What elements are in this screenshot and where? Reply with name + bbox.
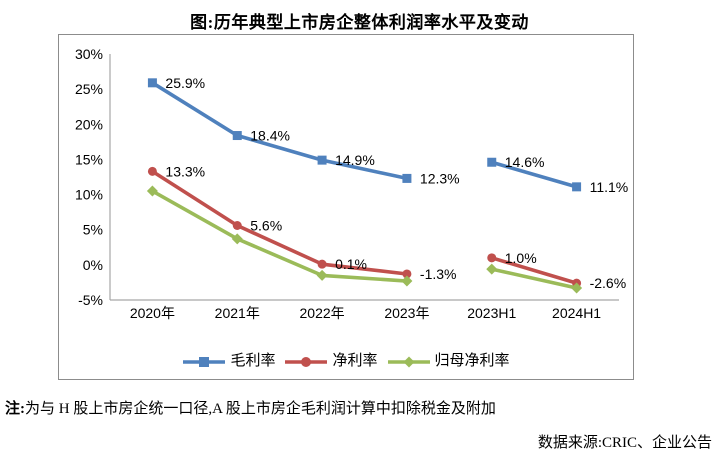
line-chart: 30% 25% 20% 15% 10% 5% 0% -5% 2020年 2021年 2022年 202… bbox=[75, 46, 629, 321]
y-tick-label: 0% bbox=[83, 257, 103, 273]
series-line-1 bbox=[150, 169, 409, 276]
data-point-marker bbox=[486, 263, 498, 275]
data-point-label: -2.6% bbox=[590, 275, 627, 291]
data-source: 数据来源:CRIC、企业公告 bbox=[537, 435, 712, 451]
data-point-marker bbox=[317, 155, 327, 165]
footnote-prefix: 注: bbox=[5, 401, 25, 417]
data-point-label: 25.9% bbox=[165, 75, 205, 91]
data-point-label: 11.1% bbox=[590, 179, 629, 195]
series-line-0 bbox=[150, 81, 409, 181]
y-tick-label: 5% bbox=[83, 222, 103, 238]
data-point-label: 14.6% bbox=[505, 154, 545, 170]
data-point-label: 13.3% bbox=[165, 163, 205, 179]
x-tick-label: 2023H1 bbox=[467, 305, 516, 321]
gross-margin-legend-marker-icon bbox=[183, 356, 226, 367]
y-tick-label: 25% bbox=[75, 81, 103, 97]
chart-legend: 毛利率 净利率 归母净利率 bbox=[59, 354, 633, 369]
data-point-label: -1.3% bbox=[420, 266, 457, 282]
x-tick-label: 2021年 bbox=[215, 305, 260, 321]
x-tick-label: 2023年 bbox=[384, 305, 429, 321]
data-point-marker bbox=[572, 182, 582, 192]
chart-plot-area: 30% 25% 20% 15% 10% 5% 0% -5% 2020年 2021年 2022年 202… bbox=[58, 34, 634, 380]
y-tick-label: -5% bbox=[78, 292, 103, 308]
data-point-marker bbox=[402, 269, 412, 279]
data-point-marker bbox=[487, 157, 497, 167]
data-point-label: 18.4% bbox=[250, 128, 290, 144]
series-line-2 bbox=[489, 267, 579, 290]
y-tick-label: 10% bbox=[75, 187, 103, 203]
data-point-label: 12.3% bbox=[420, 170, 460, 186]
data-point-marker bbox=[147, 78, 157, 88]
data-point-marker bbox=[231, 233, 243, 245]
data-point-marker bbox=[317, 259, 327, 269]
net-margin-legend-marker-icon bbox=[285, 356, 328, 367]
data-point-marker bbox=[571, 282, 583, 294]
y-tick-label: 20% bbox=[75, 116, 103, 132]
data-point-marker bbox=[232, 220, 242, 230]
data-point-label: 1.0% bbox=[505, 250, 537, 266]
data-point-marker bbox=[487, 253, 497, 263]
legend-item-gross-margin: 毛利率 bbox=[182, 354, 275, 369]
x-tick-label: 2020年 bbox=[130, 305, 175, 321]
data-point-marker bbox=[147, 166, 157, 176]
x-tick-label: 2024H1 bbox=[552, 305, 601, 321]
legend-label: 净利率 bbox=[332, 353, 378, 369]
data-point-marker bbox=[146, 185, 158, 197]
chart-title: 图:历年典型上市房企整体利润率水平及变动 bbox=[190, 13, 529, 32]
data-point-marker bbox=[401, 275, 413, 287]
footnote: 注:为与 H 股上市房企统一口径,A 股上市房企毛利润计算中扣除税金及附加 bbox=[5, 397, 496, 418]
data-point-label: 5.6% bbox=[250, 217, 282, 233]
series-line-0 bbox=[489, 160, 579, 189]
x-tick-label: 2022年 bbox=[300, 305, 345, 321]
data-point-marker bbox=[232, 131, 242, 141]
parent-net-margin-legend-marker-icon bbox=[387, 356, 430, 367]
data-point-label: 0.1% bbox=[335, 256, 367, 272]
series-line-2 bbox=[150, 189, 409, 283]
y-tick-label: 30% bbox=[75, 46, 103, 62]
data-point-marker bbox=[316, 269, 328, 281]
data-point-marker bbox=[402, 173, 412, 183]
series-line-1 bbox=[489, 256, 579, 285]
footnote-text: 为与 H 股上市房企统一口径,A 股上市房企毛利润计算中扣除税金及附加 bbox=[25, 401, 496, 417]
legend-item-parent-net-margin: 归母净利率 bbox=[387, 354, 510, 369]
y-tick-label: 15% bbox=[75, 151, 103, 167]
legend-label: 归母净利率 bbox=[434, 353, 510, 369]
data-point-label: 14.9% bbox=[335, 152, 375, 168]
legend-label: 毛利率 bbox=[230, 353, 276, 369]
legend-item-net-margin: 净利率 bbox=[284, 353, 378, 369]
